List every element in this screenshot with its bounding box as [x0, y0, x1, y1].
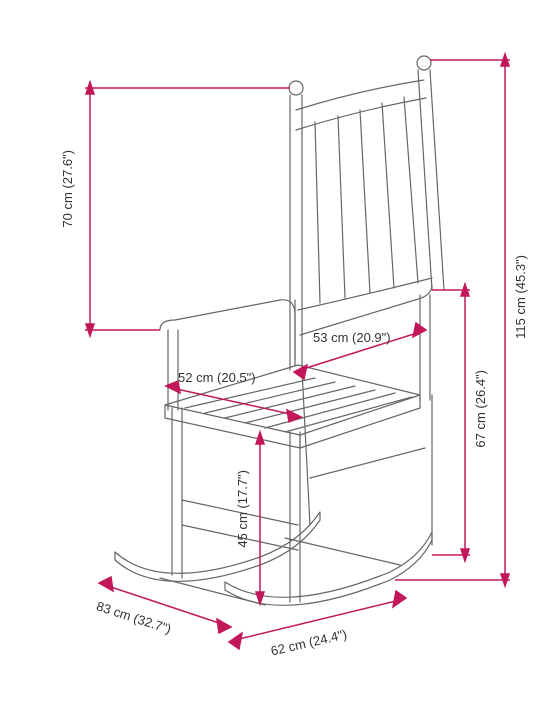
label-arm-height: 67 cm (26.4"): [473, 370, 488, 448]
arm-height-in: (26.4"): [473, 370, 488, 409]
label-seat-height: 45 cm (17.7"): [235, 470, 250, 548]
seat-width-in: (20.5"): [217, 370, 256, 385]
chair-drawing: [0, 0, 540, 720]
seat-height-cm: 45 cm: [235, 512, 250, 547]
seat-width-cm: 52 cm: [178, 370, 213, 385]
total-height-in: (45.3"): [513, 255, 528, 294]
dimension-diagram: 70 cm (27.6") 115 cm (45.3") 67 cm (26.4…: [0, 0, 540, 720]
label-back-height: 70 cm (27.6"): [60, 150, 75, 228]
seat-depth-cm: 53 cm: [313, 330, 348, 345]
seat-depth-in: (20.9"): [352, 330, 391, 345]
seat-height-in: (17.7"): [235, 470, 250, 509]
back-height-cm: 70 cm: [60, 192, 75, 227]
label-total-height: 115 cm (45.3"): [513, 255, 528, 339]
arm-height-cm: 67 cm: [473, 412, 488, 447]
label-seat-width: 52 cm (20.5"): [178, 370, 256, 385]
back-height-in: (27.6"): [60, 150, 75, 189]
total-height-cm: 115 cm: [513, 297, 528, 339]
label-seat-depth: 53 cm (20.9"): [313, 330, 391, 345]
